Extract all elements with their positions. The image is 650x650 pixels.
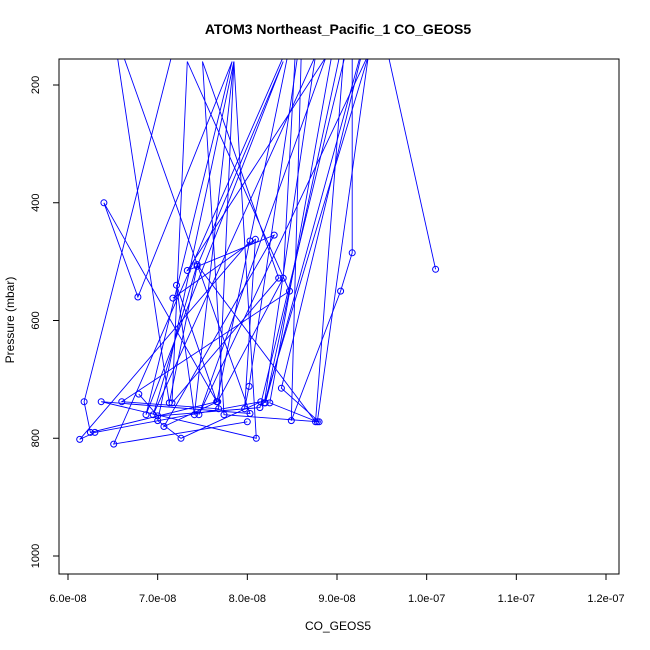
series-line	[112, 59, 437, 445]
data-point	[154, 412, 162, 420]
data-point	[313, 418, 321, 426]
data-point	[100, 199, 108, 207]
x-tick-label: 8.0e-08	[229, 593, 266, 605]
data-point	[215, 405, 223, 413]
y-tick-label: 1000	[30, 544, 42, 568]
x-tick-label: 7.0e-08	[139, 593, 176, 605]
data-point	[169, 294, 177, 302]
series-line	[138, 59, 353, 421]
x-tick-label: 1.2e-07	[587, 593, 624, 605]
data-point	[241, 405, 249, 413]
y-tick-label: 400	[30, 194, 42, 212]
data-point	[173, 281, 180, 289]
series-1	[76, 59, 361, 443]
data-point	[110, 440, 118, 448]
x-tick-label: 9.0e-08	[318, 593, 355, 605]
data-point	[252, 434, 260, 442]
data-point	[193, 261, 201, 269]
data-point	[134, 293, 142, 301]
data-point	[432, 265, 440, 273]
data-point	[337, 287, 345, 295]
plot-frame	[58, 58, 620, 575]
data-point	[348, 249, 356, 257]
x-tick-label: 1.1e-07	[498, 593, 535, 605]
data-point	[183, 267, 191, 274]
y-tick-label: 600	[30, 311, 42, 329]
series-2	[110, 59, 440, 448]
data-layer	[76, 59, 440, 448]
x-axis-label: CO_GEOS5	[305, 619, 371, 633]
data-point	[177, 434, 185, 442]
series-line	[79, 59, 361, 440]
x-tick-label: 6.0e-08	[49, 593, 86, 605]
series-3	[135, 59, 356, 425]
data-point	[256, 404, 264, 412]
data-point	[251, 235, 259, 243]
data-point	[287, 417, 295, 425]
data-point	[154, 417, 162, 425]
chart-title: ATOM3 Northeast_Pacific_1 CO_GEOS5	[205, 21, 472, 37]
data-point	[86, 428, 94, 436]
y-tick-label: 200	[30, 76, 42, 94]
data-point	[168, 399, 176, 407]
data-point	[220, 411, 228, 419]
y-tick-label: 800	[30, 429, 42, 447]
series-0	[80, 59, 288, 442]
data-point	[80, 398, 88, 406]
data-point	[97, 398, 105, 406]
data-point	[118, 398, 126, 406]
data-point	[214, 398, 222, 406]
data-point	[279, 274, 287, 282]
data-point	[275, 274, 283, 282]
y-axis-label: Pressure (mbar)	[3, 277, 17, 364]
data-point	[135, 390, 143, 398]
data-point	[195, 411, 203, 419]
data-point	[277, 384, 285, 392]
data-point	[243, 418, 251, 426]
data-point	[245, 382, 253, 390]
data-point	[91, 428, 99, 436]
data-point	[76, 435, 84, 443]
data-point	[142, 411, 150, 419]
x-tick-label: 1.0e-07	[408, 593, 445, 605]
axes-layer: 6.0e-08 7.0e-08 8.0e-08 9.0e-08 1.0e-07 1.1e-…	[30, 76, 625, 605]
data-point	[266, 399, 274, 407]
data-point	[160, 423, 168, 430]
